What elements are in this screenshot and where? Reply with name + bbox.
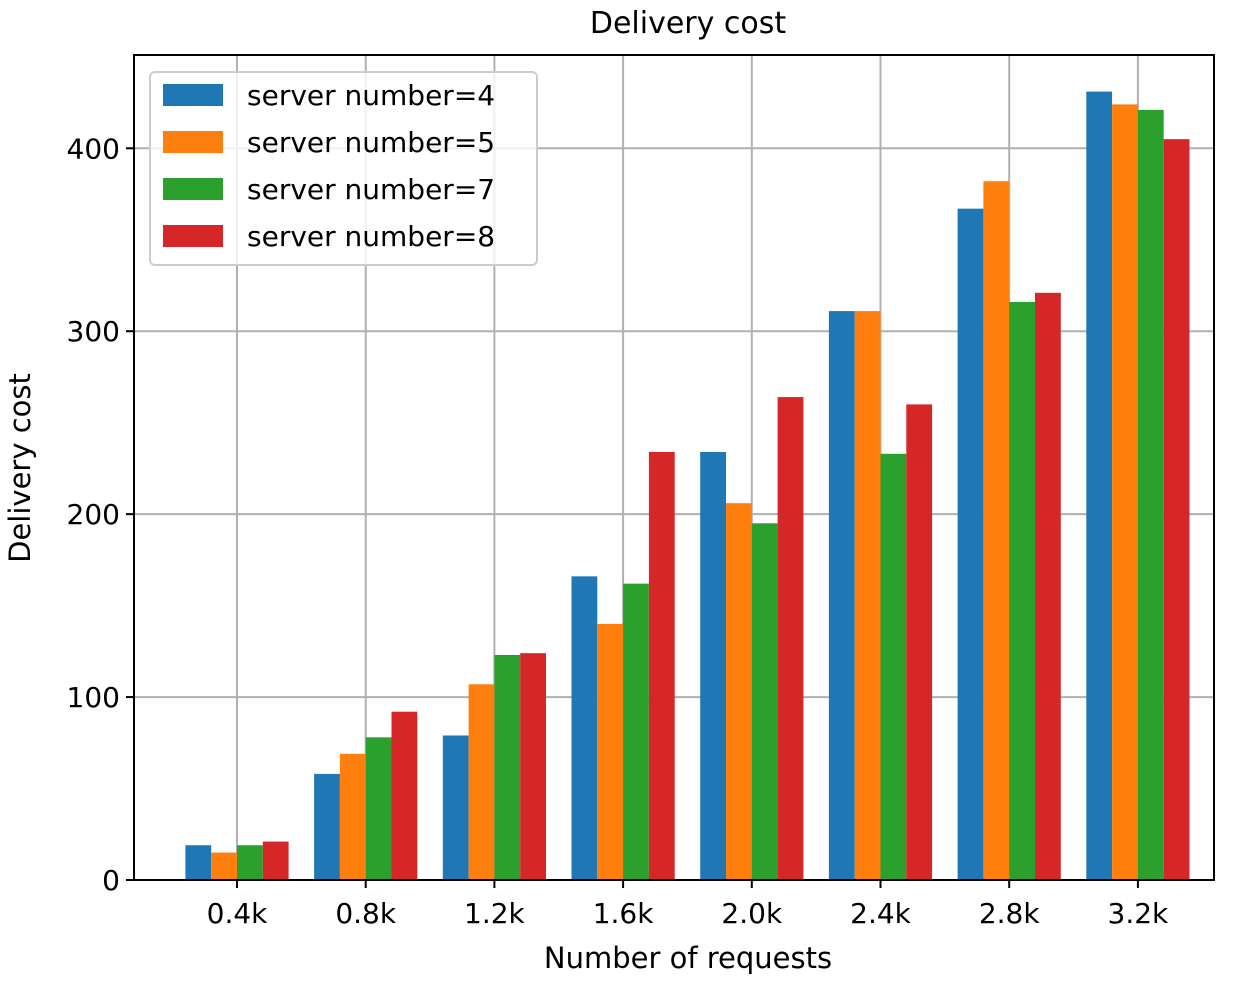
bar-server-number-8-3.2k bbox=[1163, 139, 1190, 880]
bar-server-number-5-1.6k bbox=[597, 623, 624, 880]
legend-label: server number=8 bbox=[247, 220, 495, 253]
legend-swatch bbox=[163, 131, 223, 153]
bar-server-number-8-2.4k bbox=[906, 404, 933, 880]
x-tick-label: 0.4k bbox=[207, 897, 269, 930]
bar-server-number-4-2.4k bbox=[828, 311, 855, 881]
bars bbox=[185, 91, 1190, 881]
bar-server-number-5-2.4k bbox=[854, 311, 881, 881]
x-tick-label: 2.4k bbox=[850, 897, 912, 930]
bar-server-number-7-1.6k bbox=[623, 583, 649, 880]
bar-server-number-4-1.6k bbox=[571, 576, 598, 880]
bar-server-number-7-2.4k bbox=[880, 453, 907, 880]
legend-box bbox=[149, 71, 538, 266]
bar-server-number-4-0.8k bbox=[314, 773, 340, 880]
y-ticks: 0 100 200 300 400 bbox=[67, 132, 134, 897]
y-tick-label: 200 bbox=[67, 498, 120, 531]
legend-swatch bbox=[163, 178, 223, 200]
bar-server-number-7-0.8k bbox=[365, 737, 392, 880]
bar-server-number-8-0.4k bbox=[262, 841, 289, 880]
x-tick-label: 0.8k bbox=[335, 897, 397, 930]
bar-server-number-4-0.4k bbox=[185, 845, 212, 880]
bar-server-number-8-2.8k bbox=[1035, 292, 1061, 880]
bar-server-number-7-2.8k bbox=[1009, 301, 1035, 880]
x-tick-label: 1.6k bbox=[593, 897, 655, 930]
legend-swatch bbox=[163, 84, 223, 106]
bar-server-number-5-0.4k bbox=[211, 852, 237, 880]
x-tick-label: 2.0k bbox=[721, 897, 783, 930]
bar-server-number-8-2.0k bbox=[777, 397, 804, 880]
legend-label: server number=5 bbox=[247, 126, 495, 159]
legend-swatch bbox=[163, 225, 223, 247]
x-ticks: 0.4k 0.8k 1.2k 1.6k 2.0k 2.4k 2.8k 3.2k bbox=[207, 880, 1169, 930]
bar-server-number-7-1.2k bbox=[494, 655, 521, 880]
bar-server-number-7-3.2k bbox=[1137, 109, 1164, 880]
legend-label: server number=4 bbox=[247, 79, 495, 112]
bar-server-number-5-0.8k bbox=[339, 753, 366, 880]
bar-server-number-7-2.0k bbox=[751, 523, 778, 880]
bar-server-number-8-0.8k bbox=[391, 711, 418, 880]
y-tick-label: 0 bbox=[102, 864, 120, 897]
bar-server-number-5-3.2k bbox=[1112, 104, 1138, 880]
bar-server-number-4-2.8k bbox=[957, 208, 984, 880]
bar-server-number-5-2.0k bbox=[726, 503, 752, 880]
y-axis-label: Delivery cost bbox=[3, 373, 37, 563]
bar-server-number-4-3.2k bbox=[1086, 91, 1113, 880]
bar-server-number-4-1.2k bbox=[442, 735, 469, 880]
legend: server number=4 server number=5 server num… bbox=[149, 71, 538, 266]
y-tick-label: 400 bbox=[67, 132, 120, 165]
bar-server-number-4-2.0k bbox=[700, 451, 726, 880]
bar-server-number-5-2.8k bbox=[983, 181, 1010, 881]
legend-label: server number=7 bbox=[247, 173, 495, 206]
chart-title: Delivery cost bbox=[590, 6, 787, 41]
x-tick-label: 1.2k bbox=[464, 897, 526, 930]
x-tick-label: 3.2k bbox=[1108, 897, 1170, 930]
bar-server-number-7-0.4k bbox=[237, 845, 263, 880]
plot-frame bbox=[133, 54, 1215, 881]
bar-server-number-8-1.6k bbox=[648, 451, 675, 880]
y-tick-label: 300 bbox=[67, 315, 120, 348]
y-tick-label: 100 bbox=[67, 681, 120, 714]
bar-server-number-8-1.2k bbox=[520, 653, 546, 880]
x-tick-label: 2.8k bbox=[979, 897, 1041, 930]
x-axis-label: Number of requests bbox=[544, 941, 832, 975]
bar-server-number-5-1.2k bbox=[468, 684, 495, 880]
